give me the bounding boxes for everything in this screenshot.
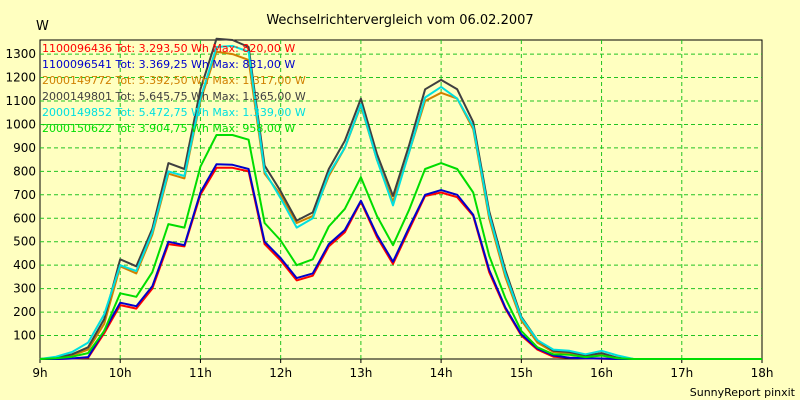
plot-area — [39, 39, 763, 360]
legend-entry-3: 2000149801 Tot: 5.645,75 Wh Max: 1.365,0… — [42, 90, 306, 103]
x-tick-label-8: 17h — [670, 366, 693, 380]
x-tick-label-1: 10h — [109, 366, 132, 380]
legend-entry-2: 2000149772 Tot: 5.392,50 Wh Max: 1.317,0… — [42, 74, 306, 87]
x-tick-label-3: 12h — [269, 366, 292, 380]
y-tick-label-10: 1100 — [5, 94, 36, 108]
y-unit-label: W — [36, 19, 49, 34]
series-line-5 — [39, 134, 762, 360]
x-tick-label-9: 18h — [751, 366, 774, 380]
series-lines — [39, 37, 762, 360]
y-tick-label-3: 400 — [13, 258, 36, 272]
y-tick-labels: 100 200 300 400 500 600 700 800 900 1000 1100 1200 1… — [5, 47, 36, 342]
x-tick-label-2: 11h — [189, 366, 212, 380]
series-line-1 — [40, 163, 762, 360]
x-tick-label-6: 15h — [510, 366, 533, 380]
y-tick-label-12: 1300 — [5, 47, 36, 61]
legend-entry-0: 1100096436 Tot: 3.293,50 Wh Max: 820,00 … — [42, 42, 295, 55]
y-tick-label-6: 700 — [13, 188, 36, 202]
y-tick-label-5: 600 — [13, 211, 36, 225]
grid — [40, 40, 762, 359]
y-tick-label-4: 500 — [13, 235, 36, 249]
x-tick-label-5: 14h — [430, 366, 453, 380]
x-tick-label-7: 16h — [590, 366, 613, 380]
y-tick-label-8: 900 — [13, 141, 36, 155]
legend-entry-1: 1100096541 Tot: 3.369,25 Wh Max: 831,00 … — [42, 58, 295, 71]
y-tick-label-0: 100 — [13, 329, 36, 343]
legend-entry-4: 2000149852 Tot: 5.472,75 Wh Max: 1.339,0… — [42, 106, 306, 119]
y-tick-label-7: 800 — [13, 164, 36, 178]
y-tick-label-9: 1000 — [5, 117, 36, 131]
x-tick-label-0: 9h — [32, 366, 47, 380]
y-tick-label-1: 200 — [13, 305, 36, 319]
y-tick-label-11: 1200 — [5, 71, 36, 85]
x-tick-labels: 9h 10h 11h 12h 13h 14h 15h 16h 17h 18h — [32, 359, 773, 380]
x-tick-label-4: 13h — [349, 366, 372, 380]
chart-title: Wechselrichtervergleich vom 06.02.2007 — [266, 13, 533, 28]
legend-entry-5: 2000150622 Tot: 3.904,75 Wh Max: 958,00 … — [42, 122, 295, 135]
series-line-0 — [40, 166, 762, 360]
legend: 1100096436 Tot: 3.293,50 Wh Max: 820,00 … — [42, 42, 306, 135]
y-tick-label-2: 300 — [13, 282, 36, 296]
footer-credit: SunnyReport pinxit — [690, 386, 796, 399]
